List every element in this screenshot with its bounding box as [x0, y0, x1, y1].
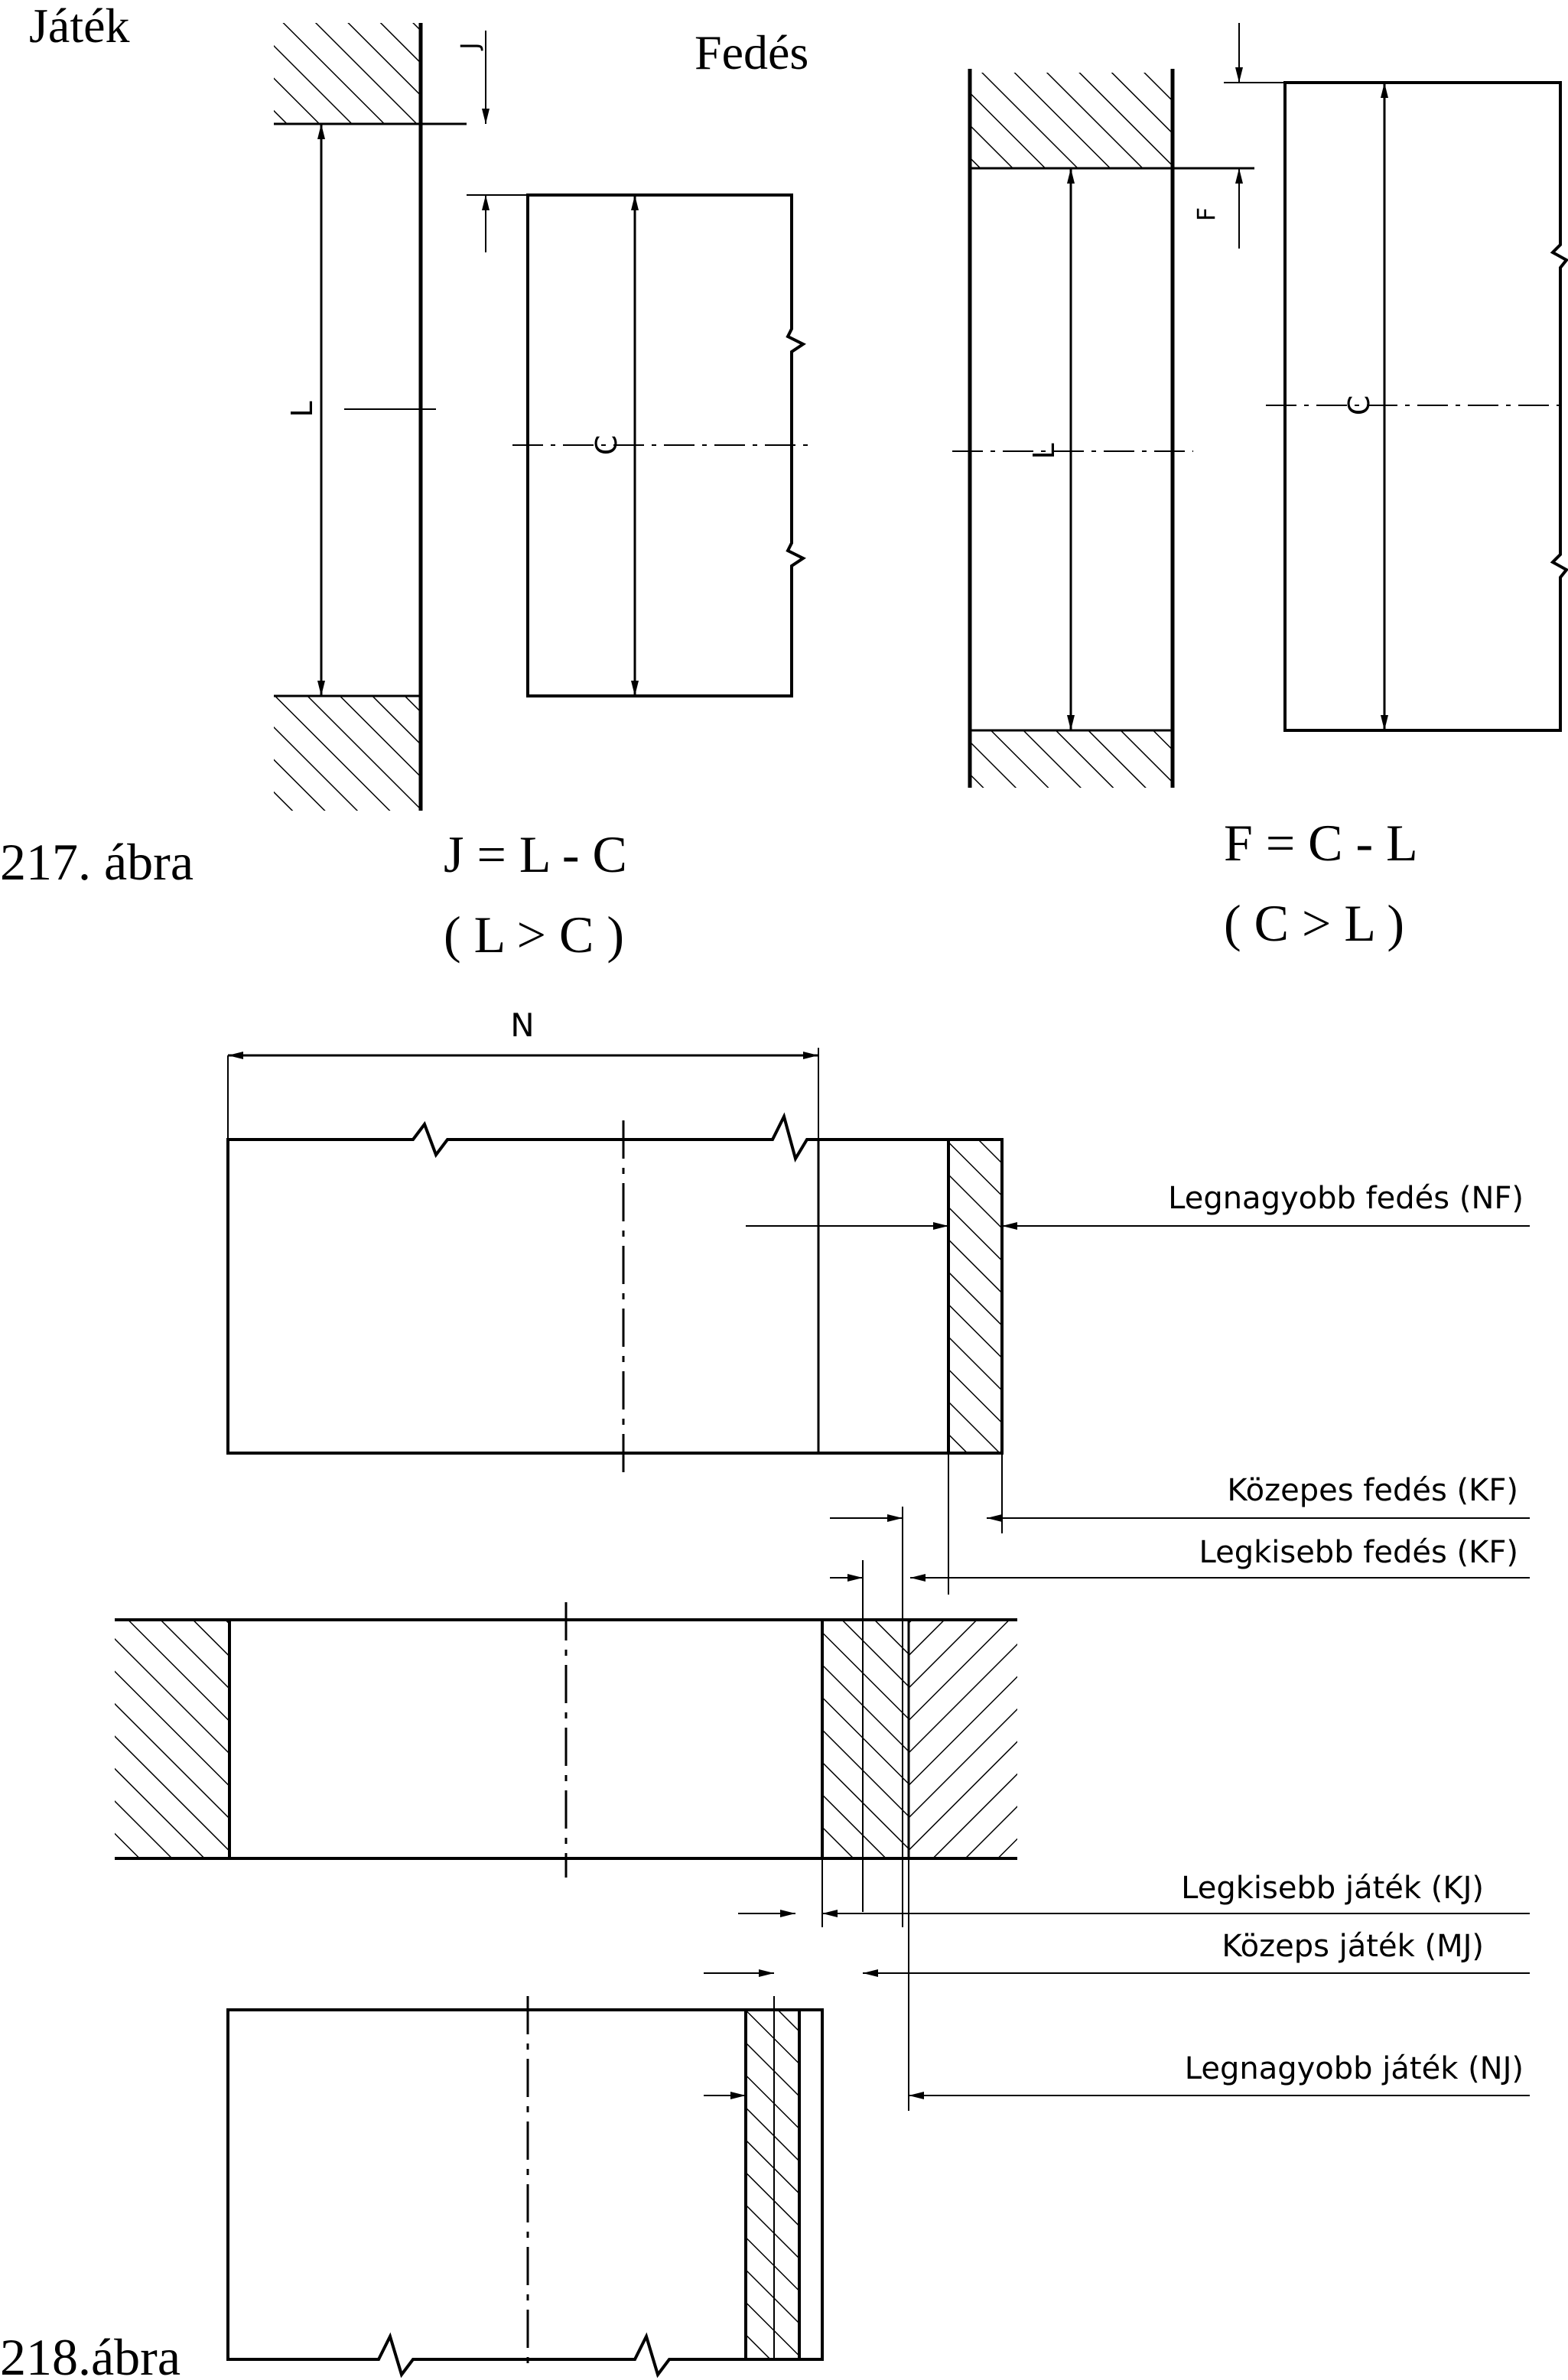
condition-j: ( L > C ) — [444, 906, 624, 964]
shaft-bottom — [226, 1996, 824, 2378]
condition-f: ( C > L ) — [1224, 894, 1404, 952]
label-mj: Közeps játék (MJ) — [1222, 1929, 1484, 1964]
title-jatek: Játék — [29, 0, 130, 53]
figure-218: N Legnagyobb fedés (NF) Közepes fedés (K… — [0, 1006, 1530, 2380]
label-nf: Legnagyobb fedés (NF) — [1168, 1181, 1524, 1216]
label-kf-min: Legkisebb fedés (KF) — [1199, 1535, 1519, 1570]
label-nj: Legnagyobb játék (NJ) — [1185, 2051, 1524, 2086]
caption-218: 218.ábra — [0, 2328, 181, 2380]
housing-left — [274, 23, 467, 811]
dim-l-right: L — [1027, 443, 1061, 459]
label-kf-mid: Közepes fedés (KF) — [1227, 1473, 1518, 1508]
dim-c-left: C — [590, 435, 623, 456]
figure-217: Játék Fedés L C J — [0, 0, 1568, 964]
housing-right: L — [952, 69, 1254, 788]
dim-j: J — [455, 42, 484, 50]
shaft-left: C — [512, 193, 811, 697]
caption-217: 217. ábra — [0, 833, 194, 891]
label-kj: Legkisebb játék (KJ) — [1181, 1871, 1484, 1906]
shaft-right: C — [1266, 81, 1568, 732]
dim-f: F — [1192, 207, 1221, 221]
dim-l-left: L — [285, 401, 319, 417]
title-fedes: Fedés — [695, 25, 808, 80]
dim-c-right: C — [1342, 395, 1376, 416]
shaft-top — [226, 1112, 1004, 1472]
formula-j: J = L - C — [444, 825, 627, 883]
formula-f: F = C - L — [1224, 814, 1418, 872]
dim-n: N — [510, 1006, 534, 1044]
housing-middle — [115, 1602, 1017, 1878]
